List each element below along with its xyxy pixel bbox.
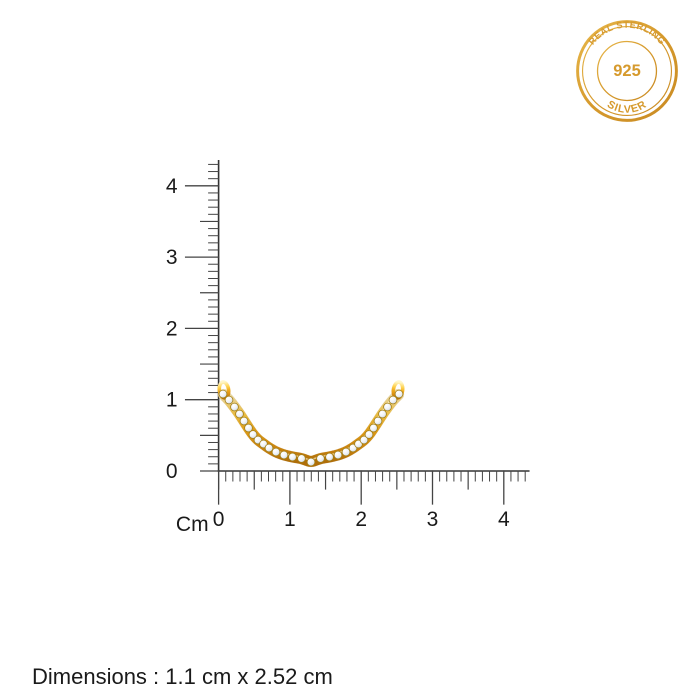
svg-text:0: 0 xyxy=(213,508,225,531)
svg-text:3: 3 xyxy=(166,246,178,269)
svg-text:Cm: Cm xyxy=(176,513,209,536)
svg-text:2: 2 xyxy=(166,317,178,340)
svg-text:4: 4 xyxy=(498,508,510,531)
svg-text:4: 4 xyxy=(166,175,178,198)
svg-text:0: 0 xyxy=(166,460,178,483)
svg-text:1: 1 xyxy=(284,508,296,531)
svg-text:3: 3 xyxy=(427,508,439,531)
svg-text:1: 1 xyxy=(166,389,178,412)
svg-text:2: 2 xyxy=(355,508,367,531)
